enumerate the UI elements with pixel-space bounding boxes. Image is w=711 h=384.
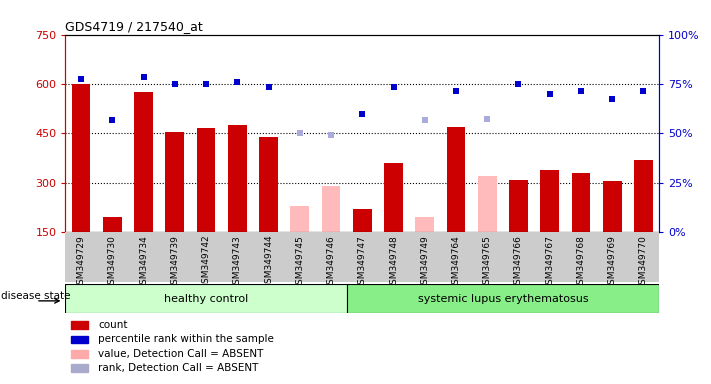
Text: systemic lupus erythematosus: systemic lupus erythematosus — [417, 293, 588, 304]
Bar — [440, 232, 471, 282]
Bar — [128, 232, 159, 282]
Text: GSM349768: GSM349768 — [577, 235, 585, 290]
Text: percentile rank within the sample: percentile rank within the sample — [98, 334, 274, 344]
Text: GSM349748: GSM349748 — [389, 235, 398, 290]
Text: GSM349742: GSM349742 — [201, 235, 210, 290]
Bar — [347, 232, 378, 282]
Text: GSM349747: GSM349747 — [358, 235, 367, 290]
Bar — [72, 84, 90, 232]
Bar — [65, 284, 347, 313]
Bar — [321, 186, 341, 232]
Bar — [290, 206, 309, 232]
Text: GSM349764: GSM349764 — [451, 235, 461, 290]
Text: GSM349766: GSM349766 — [514, 235, 523, 290]
Bar — [628, 232, 659, 282]
Bar — [191, 232, 222, 282]
Bar — [65, 232, 97, 282]
Bar — [447, 127, 466, 232]
Bar — [71, 321, 88, 329]
Bar — [378, 232, 409, 282]
Bar — [409, 232, 440, 282]
Text: GSM349769: GSM349769 — [608, 235, 616, 290]
Text: GSM349745: GSM349745 — [295, 235, 304, 290]
Text: GSM349739: GSM349739 — [170, 235, 179, 290]
Bar — [253, 232, 284, 282]
Bar — [71, 364, 88, 372]
Text: GSM349746: GSM349746 — [326, 235, 336, 290]
Bar — [471, 232, 503, 282]
Bar — [534, 232, 565, 282]
Bar — [347, 284, 659, 313]
Text: healthy control: healthy control — [164, 293, 248, 304]
Text: disease state: disease state — [1, 291, 71, 301]
Bar — [478, 176, 496, 232]
Bar — [415, 217, 434, 232]
Text: GDS4719 / 217540_at: GDS4719 / 217540_at — [65, 20, 203, 33]
Text: GSM349765: GSM349765 — [483, 235, 492, 290]
Text: GSM349729: GSM349729 — [77, 235, 85, 290]
Text: GSM349743: GSM349743 — [232, 235, 242, 290]
Bar — [540, 170, 559, 232]
Bar — [159, 232, 191, 282]
Bar — [166, 132, 184, 232]
Text: rank, Detection Call = ABSENT: rank, Detection Call = ABSENT — [98, 363, 258, 373]
Text: GSM349770: GSM349770 — [639, 235, 648, 290]
Text: GSM349767: GSM349767 — [545, 235, 555, 290]
Bar — [353, 209, 372, 232]
Text: GSM349734: GSM349734 — [139, 235, 148, 290]
Bar — [597, 232, 628, 282]
Bar — [222, 232, 253, 282]
Bar — [316, 232, 347, 282]
Bar — [97, 232, 128, 282]
Bar — [284, 232, 316, 282]
Text: GSM349749: GSM349749 — [420, 235, 429, 290]
Bar — [134, 92, 153, 232]
Text: count: count — [98, 320, 127, 330]
Bar — [509, 180, 528, 232]
Bar — [634, 160, 653, 232]
Bar — [71, 336, 88, 343]
Text: GSM349744: GSM349744 — [264, 235, 273, 290]
Bar — [565, 232, 597, 282]
Bar — [197, 129, 215, 232]
Bar — [572, 173, 590, 232]
Bar — [71, 350, 88, 358]
Text: value, Detection Call = ABSENT: value, Detection Call = ABSENT — [98, 349, 264, 359]
Bar — [228, 125, 247, 232]
Bar — [603, 181, 621, 232]
Text: GSM349730: GSM349730 — [108, 235, 117, 290]
Bar — [259, 137, 278, 232]
Bar — [503, 232, 534, 282]
Bar — [103, 217, 122, 232]
Bar — [384, 163, 403, 232]
